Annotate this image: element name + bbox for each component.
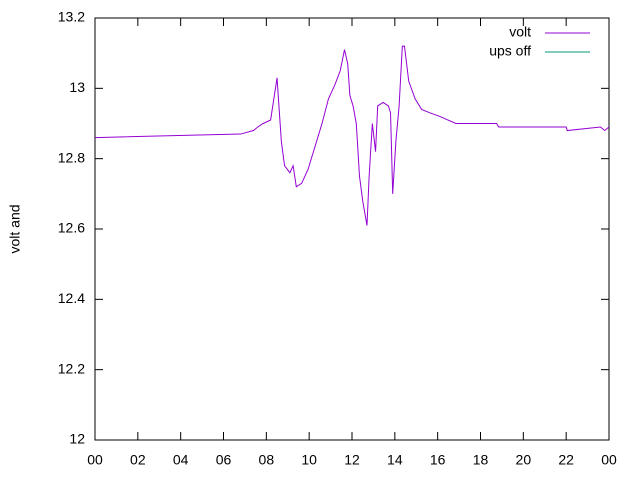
y-tick-label: 12.6	[58, 220, 85, 236]
x-tick-label: 12	[344, 452, 360, 468]
legend-label: volt	[509, 24, 531, 40]
x-tick-label: 16	[430, 452, 446, 468]
x-tick-label: 00	[601, 452, 617, 468]
x-tick-label: 02	[130, 452, 146, 468]
data-line	[94, 45, 610, 226]
x-tick-label: 20	[516, 452, 532, 468]
y-tick-label: 12.8	[58, 149, 85, 165]
x-tick-label: 14	[387, 452, 403, 468]
x-tick-label: 08	[259, 452, 275, 468]
x-tick-label: 10	[301, 452, 317, 468]
legend-label: ups off	[489, 43, 531, 59]
plot-frame	[94, 17, 610, 441]
y-tick-label: 12.4	[58, 290, 85, 306]
y-tick-label: 13.2	[58, 9, 85, 25]
y-tick-label: 13	[69, 79, 85, 95]
x-tick-label: 18	[473, 452, 489, 468]
x-tick-label: 22	[558, 452, 574, 468]
y-tick-label: 12.2	[58, 360, 85, 376]
y-tick-label: 12	[69, 431, 85, 447]
x-tick-label: 04	[173, 452, 189, 468]
x-tick-label: 06	[216, 452, 232, 468]
x-tick-label: 00	[87, 452, 103, 468]
y-axis-label: volt and	[7, 204, 23, 253]
